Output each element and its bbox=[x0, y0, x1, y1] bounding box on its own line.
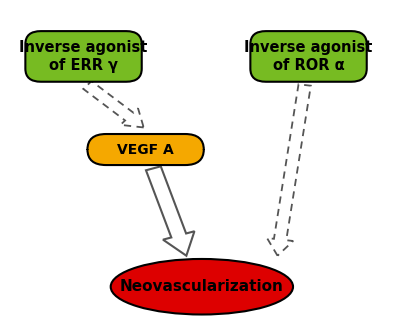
Ellipse shape bbox=[111, 259, 293, 315]
Text: VEGF A: VEGF A bbox=[117, 142, 174, 156]
FancyArrow shape bbox=[267, 84, 311, 256]
Text: Inverse agonist
of ROR α: Inverse agonist of ROR α bbox=[244, 40, 373, 73]
FancyBboxPatch shape bbox=[88, 134, 204, 165]
FancyArrow shape bbox=[146, 166, 194, 256]
FancyArrow shape bbox=[83, 81, 144, 128]
FancyBboxPatch shape bbox=[250, 31, 367, 82]
FancyBboxPatch shape bbox=[25, 31, 142, 82]
Text: Neovascularization: Neovascularization bbox=[120, 279, 284, 294]
Text: Inverse agonist
of ERR γ: Inverse agonist of ERR γ bbox=[19, 40, 148, 73]
